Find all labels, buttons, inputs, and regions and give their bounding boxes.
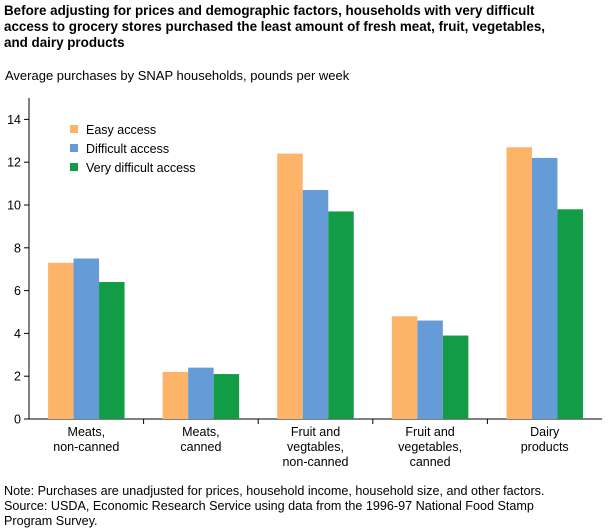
bar (99, 282, 125, 419)
bar (391, 316, 418, 419)
x-tick-label-line: non-canned (53, 440, 119, 454)
x-tick-label-line: vegtables, (287, 440, 344, 454)
bar (302, 190, 329, 419)
chart-title-line: and dairy products (4, 35, 125, 50)
bar (328, 211, 354, 419)
bar (188, 367, 214, 419)
bar (277, 153, 303, 419)
legend-label: Difficult access (86, 142, 169, 156)
legend-label: Easy access (86, 123, 156, 137)
x-tick-label-line: vegetables, (398, 440, 462, 454)
bar (506, 147, 532, 419)
x-tick-label-line: Fruit and (405, 425, 454, 439)
x-tick-label: Fruit and vegtables, non-canned (282, 425, 348, 469)
bar (442, 335, 469, 419)
x-tick-label-line: Dairy (530, 425, 560, 439)
note-line: Program Survey. (4, 514, 98, 528)
y-tick-label: 6 (14, 284, 21, 298)
x-tick-label-line: non-canned (282, 455, 348, 469)
chart-title: Before adjusting for prices and demograp… (4, 3, 604, 51)
x-tick-label-line: Meats, (182, 425, 220, 439)
legend-label: Very difficult access (86, 161, 196, 175)
legend-swatch (70, 163, 78, 171)
bar (73, 258, 100, 419)
bar (213, 374, 240, 419)
legend-swatch (70, 144, 78, 152)
y-tick-label: 4 (14, 327, 21, 341)
y-tick-label: 2 (14, 370, 21, 384)
chart-title-line: access to grocery stores purchased the l… (4, 19, 546, 34)
x-tick-label: Meats, non-canned (53, 425, 119, 454)
x-tick-label: Fruit and vegetables, canned (398, 425, 462, 469)
note-line: Note: Purchases are unadjusted for price… (4, 484, 545, 498)
x-tick-label-line: products (521, 440, 569, 454)
x-tick-label-line: Fruit and (291, 425, 340, 439)
x-tick-label-line: canned (180, 440, 221, 454)
note-line: Source: USDA, Economic Research Service … (4, 499, 534, 513)
y-tick-label: 0 (14, 413, 21, 427)
x-tick-label: Dairy products (521, 425, 569, 454)
chart-note: Note: Purchases are unadjusted for price… (4, 484, 606, 529)
x-tick-label-line: Meats, (68, 425, 106, 439)
bar (417, 320, 443, 419)
y-tick-label: 8 (14, 241, 21, 255)
bar (557, 209, 583, 419)
y-tick-label: 12 (7, 156, 21, 170)
bar (162, 371, 189, 419)
y-tick-label: 14 (7, 113, 21, 127)
x-tick-label-line: canned (410, 455, 451, 469)
x-tick-label: Meats, canned (180, 425, 221, 454)
chart-title-line: Before adjusting for prices and demograp… (4, 3, 535, 18)
bar (531, 157, 558, 420)
y-axis-label: Average purchases by SNAP households, po… (5, 68, 350, 83)
bar (48, 262, 74, 419)
y-tick-label: 10 (7, 199, 21, 213)
legend-swatch (70, 125, 78, 133)
